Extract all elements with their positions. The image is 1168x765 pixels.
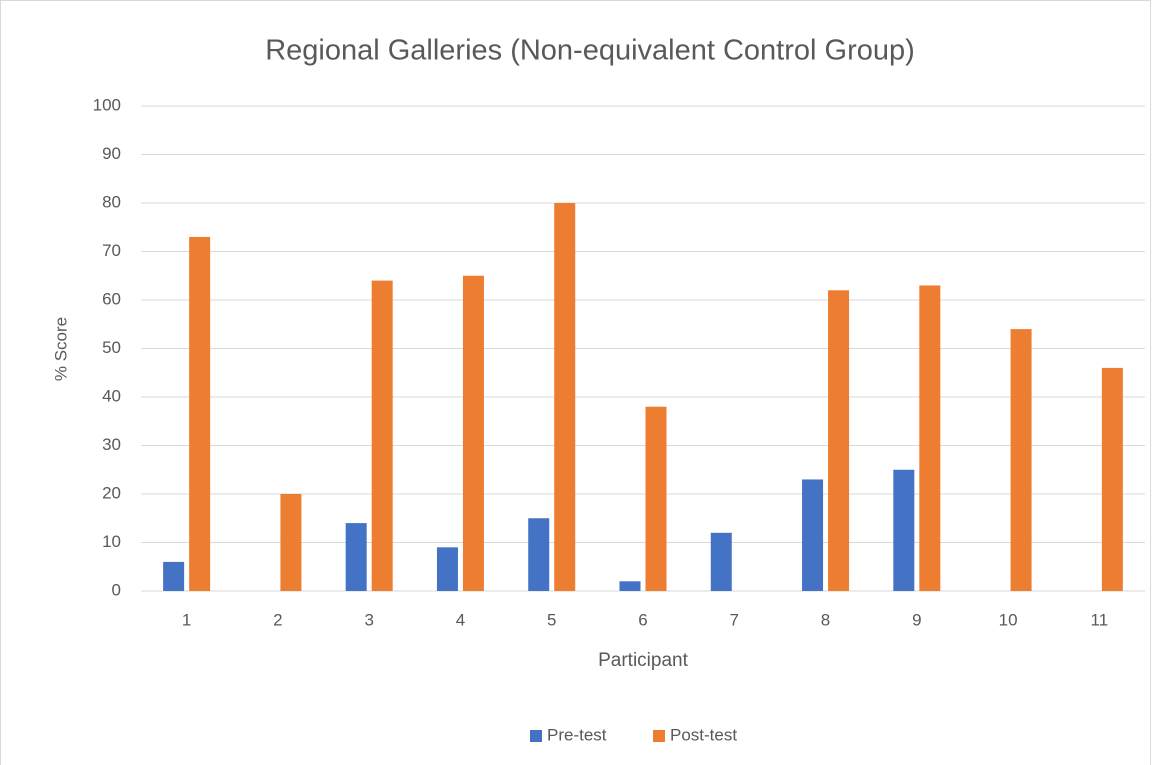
x-tick-label: 6: [638, 610, 647, 629]
legend-swatch: [530, 730, 542, 742]
bar: [619, 581, 641, 591]
y-tick-label: 0: [112, 580, 121, 599]
bar: [345, 523, 367, 591]
x-tick-label: 9: [912, 610, 921, 629]
y-tick-label: 70: [102, 241, 121, 260]
bar: [163, 561, 185, 591]
bar: [645, 406, 667, 591]
y-tick-label: 50: [102, 338, 121, 357]
x-tick-label: 2: [273, 610, 282, 629]
legend-swatch: [653, 730, 665, 742]
x-tick-label: 11: [1091, 610, 1109, 629]
y-tick-label: 40: [102, 386, 121, 405]
bar: [1010, 329, 1032, 591]
x-tick-label: 5: [547, 610, 556, 629]
bar: [919, 285, 941, 591]
y-tick-label: 20: [102, 483, 121, 502]
bar: [528, 518, 550, 591]
bar: [802, 479, 824, 591]
x-tick-label: 4: [456, 610, 465, 629]
bar: [436, 547, 458, 591]
y-tick-label: 100: [93, 95, 121, 114]
x-tick-label: 1: [182, 610, 191, 629]
legend-label: Post-test: [670, 725, 737, 744]
bar: [189, 236, 211, 591]
bar: [462, 275, 484, 591]
bar: [280, 494, 302, 591]
y-tick-label: 80: [102, 192, 121, 211]
bar: [710, 532, 732, 591]
legend-label: Pre-test: [547, 725, 607, 744]
y-tick-label: 10: [102, 532, 121, 551]
y-tick-label: 60: [102, 289, 121, 308]
x-axis-label: Participant: [598, 650, 688, 671]
x-tick-label: 3: [364, 610, 373, 629]
bar: [554, 203, 576, 591]
y-axis-label: % Score: [51, 317, 70, 381]
chart-title: Regional Galleries (Non-equivalent Contr…: [265, 35, 915, 67]
bar: [893, 469, 915, 591]
bar: [371, 280, 393, 591]
y-tick-label: 90: [102, 144, 121, 163]
x-tick-label: 7: [730, 610, 739, 629]
y-tick-label: 30: [102, 435, 121, 454]
x-tick-label: 8: [821, 610, 830, 629]
bar: [1101, 367, 1123, 591]
x-tick-label: 10: [999, 610, 1018, 629]
bar: [828, 290, 850, 591]
